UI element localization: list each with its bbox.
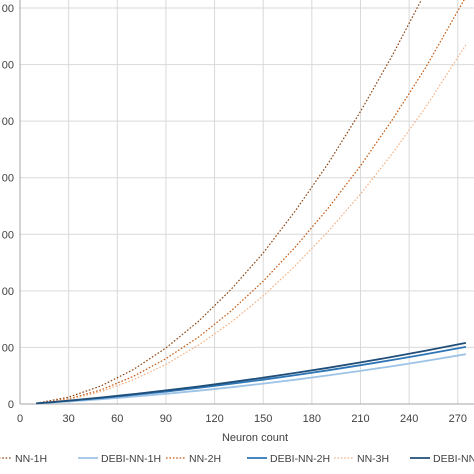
y-tick-label: 00 [2, 342, 14, 354]
series-line-nn-2h [36, 0, 465, 404]
legend-label-debi-nn-3h: DEBI-NN-3H [433, 453, 474, 465]
legend-label-nn-3h: NN-3H [357, 453, 389, 465]
y-tick-label: 0 [8, 399, 14, 411]
x-tick-label: 0 [17, 413, 23, 425]
y-tick-label: 00 [2, 286, 14, 298]
x-tick-label: 240 [400, 413, 418, 425]
y-tick-label: 00 [2, 173, 14, 185]
x-axis-title: Neuron count [222, 432, 288, 444]
x-tick-label: 60 [111, 413, 123, 425]
x-tick-label: 270 [449, 413, 467, 425]
x-tick-label: 90 [160, 413, 172, 425]
series-line-debi-nn-3h [36, 342, 467, 405]
y-tick-label: 00 [2, 116, 14, 128]
x-tick-label: 30 [63, 413, 75, 425]
legend-label-nn-1h: NN-1H [15, 453, 47, 465]
y-tick-label: 00 [2, 60, 14, 72]
series-line-debi-nn-1h [36, 353, 467, 405]
series-line-nn-3h [36, 44, 467, 404]
legend-label-nn-2h: NN-2H [189, 453, 221, 465]
legend-label-debi-nn-1h: DEBI-NN-1H [101, 453, 161, 465]
y-tick-label: 00 [2, 3, 14, 15]
x-tick-label: 150 [254, 413, 272, 425]
axes [19, 0, 474, 405]
y-tick-label: 00 [2, 229, 14, 241]
legend: NN-1H DEBI-NN-1H NN-2H DEBI-NN-2H NN-3H DEBI-… [0, 453, 474, 465]
x-tick-label: 120 [205, 413, 223, 425]
x-tick-label: 180 [303, 413, 321, 425]
gridlines [20, 0, 474, 404]
legend-label-debi-nn-2h: DEBI-NN-2H [270, 453, 330, 465]
series-lines [36, 0, 467, 405]
x-tick-label: 210 [351, 413, 369, 425]
series-line-nn-1h [36, 0, 423, 404]
